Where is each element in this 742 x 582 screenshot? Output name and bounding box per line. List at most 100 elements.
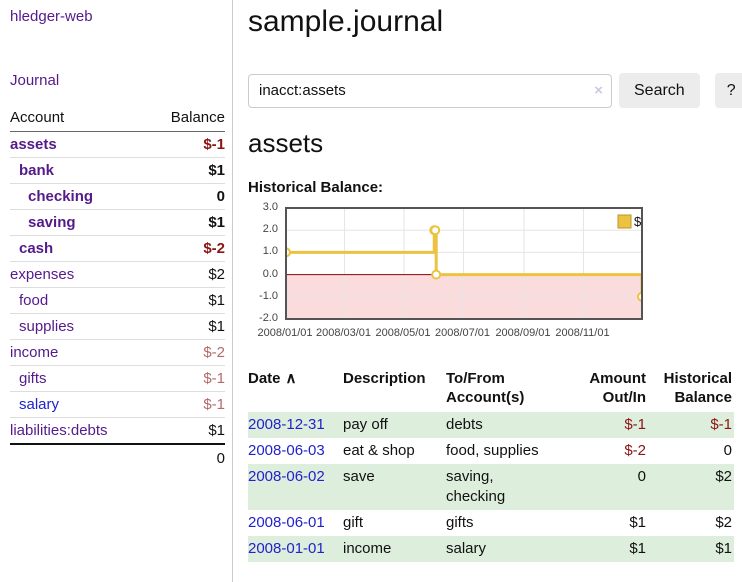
accounts-table-header: Account Balance: [10, 106, 225, 132]
register-cell-accounts: gifts: [446, 514, 474, 531]
account-row: gifts $-1: [10, 365, 225, 391]
account-balance: 0: [216, 188, 225, 205]
register-cell-balance: $2: [715, 468, 732, 485]
account-link[interactable]: expenses: [10, 266, 75, 283]
register-cell-amount: $1: [629, 514, 646, 531]
account-link[interactable]: checking: [28, 188, 94, 205]
account-balance: $2: [208, 266, 225, 283]
chart-plot-area: $: [281, 207, 647, 325]
register-cell-date: 2008-06-02: [248, 464, 343, 510]
accounts-header-account: Account: [10, 109, 65, 126]
search-box: ×: [248, 73, 612, 108]
search-input[interactable]: [248, 73, 612, 108]
y-axis-tick-label: 3.0: [262, 201, 278, 213]
search-button[interactable]: Search: [619, 73, 700, 108]
account-balance: $1: [208, 318, 225, 335]
transaction-date-link[interactable]: 2008-01-01: [248, 540, 325, 557]
register-cell-balance: $-1: [710, 416, 732, 433]
transaction-date-link[interactable]: 2008-06-02: [248, 468, 325, 485]
x-axis-tick-label: 2008/11/01: [555, 327, 610, 339]
register-cell-description: gift: [343, 514, 364, 531]
account-row: saving $1: [10, 209, 225, 235]
register-cell-date: 2008-06-01: [248, 510, 343, 536]
x-axis-tick-label: 2008/05/01: [375, 327, 431, 339]
register-row: 2008-01-01 income salary $1 $1: [248, 536, 734, 562]
accounts-table-body: assets $-1 bank $1 checking 0 saving $1 cash $-2 e…: [10, 132, 225, 443]
historical-balance-chart: 3.0 2.0 1.0 0.0 -1.0 -2.0 $ 2008/01/01 2008/03…: [248, 201, 742, 343]
y-axis-tick-label: -1.0: [259, 289, 278, 302]
register-cell-balance: $2: [715, 514, 732, 531]
account-balance: $1: [208, 214, 225, 231]
help-button[interactable]: ?: [714, 73, 742, 108]
register-row: 2008-06-01 gift gifts $1 $2: [248, 510, 734, 536]
x-axis-tick-label: 2008/09/01: [495, 327, 551, 339]
account-row: expenses $2: [10, 261, 225, 287]
account-title: assets: [248, 128, 324, 158]
account-link[interactable]: cash: [19, 240, 54, 257]
register-cell-description: income: [343, 540, 392, 557]
register-header-description: Description: [343, 370, 426, 387]
register-cell-amount: $-2: [624, 442, 646, 459]
account-row: supplies $1: [10, 313, 225, 339]
account-link[interactable]: assets: [10, 136, 57, 153]
register-header-account: To/From Account(s): [446, 370, 525, 406]
account-balance: $-1: [203, 136, 225, 153]
sidebar: hledger-web Journal Account Balance asse…: [0, 0, 233, 582]
account-row: liabilities:debts $1: [10, 417, 225, 443]
register-cell-balance: 0: [723, 442, 732, 459]
account-row: salary $-1: [10, 391, 225, 417]
app-title-link[interactable]: hledger-web: [10, 8, 93, 25]
register-cell-description: pay off: [343, 416, 388, 433]
register-header-date[interactable]: Date ∧: [248, 370, 297, 387]
account-link[interactable]: liabilities:debts: [10, 422, 108, 439]
nav-journal-link[interactable]: Journal: [10, 72, 60, 89]
transaction-date-link[interactable]: 2008-06-03: [248, 442, 325, 459]
register-cell-description: save: [343, 468, 375, 485]
register-cell-balance: $1: [715, 540, 732, 557]
account-link[interactable]: salary: [19, 396, 60, 413]
register-row: 2008-06-03 eat & shop food, supplies $-2 0: [248, 438, 734, 464]
register-row: 2008-12-31 pay off debts $-1 $-1: [248, 412, 734, 438]
account-balance: $1: [208, 422, 225, 439]
register-cell-amount: $-1: [624, 416, 646, 433]
main-content: sample.journal × Search ? assets Histori…: [233, 0, 742, 582]
register-row: 2008-06-02 save saving, checking 0 $2: [248, 464, 734, 510]
accounts-total: 0: [216, 450, 225, 467]
account-row: income $-2: [10, 339, 225, 365]
clear-search-icon[interactable]: ×: [594, 81, 603, 99]
account-row: checking 0: [10, 183, 225, 209]
y-axis-tick-label: 1.0: [262, 245, 278, 258]
account-link[interactable]: bank: [19, 162, 55, 179]
account-link[interactable]: saving: [28, 214, 76, 231]
svg-text:$: $: [634, 214, 642, 229]
register-cell-accounts: debts: [446, 416, 483, 433]
y-axis-tick-label: -2.0: [259, 312, 278, 324]
page-title: sample.journal: [248, 5, 444, 38]
register-header-amount: Amount Out/In: [589, 370, 646, 406]
transaction-date-link[interactable]: 2008-06-01: [248, 514, 325, 531]
register-cell-description: eat & shop: [343, 442, 415, 459]
y-axis-tick-label: 0.0: [262, 267, 278, 280]
account-link[interactable]: supplies: [19, 318, 75, 335]
y-axis-tick-label: 2.0: [262, 223, 278, 236]
register-table: Date ∧ Description To/From Account(s) Amo…: [248, 367, 734, 562]
account-row: assets $-1: [10, 132, 225, 157]
account-balance: $-2: [203, 240, 225, 257]
register-header-balance: Historical Balance: [663, 370, 732, 406]
chart-y-axis: 3.0 2.0 1.0 0.0 -1.0 -2.0: [248, 201, 285, 325]
account-link[interactable]: gifts: [19, 370, 47, 387]
balance-chart-svg: $: [281, 207, 647, 320]
accounts-table: Account Balance assets $-1 bank $1 checking 0…: [10, 106, 225, 472]
account-row: bank $1: [10, 157, 225, 183]
account-link[interactable]: food: [19, 292, 49, 309]
account-row: cash $-2: [10, 235, 225, 261]
transaction-date-link[interactable]: 2008-12-31: [248, 416, 325, 433]
accounts-total-row: 0: [10, 443, 225, 472]
account-row: food $1: [10, 287, 225, 313]
chart-title: Historical Balance:: [248, 179, 384, 196]
account-balance: $-1: [203, 396, 225, 413]
account-link[interactable]: income: [10, 344, 59, 361]
register-cell-accounts: food, supplies: [446, 442, 539, 459]
chart-legend: $: [617, 214, 642, 229]
